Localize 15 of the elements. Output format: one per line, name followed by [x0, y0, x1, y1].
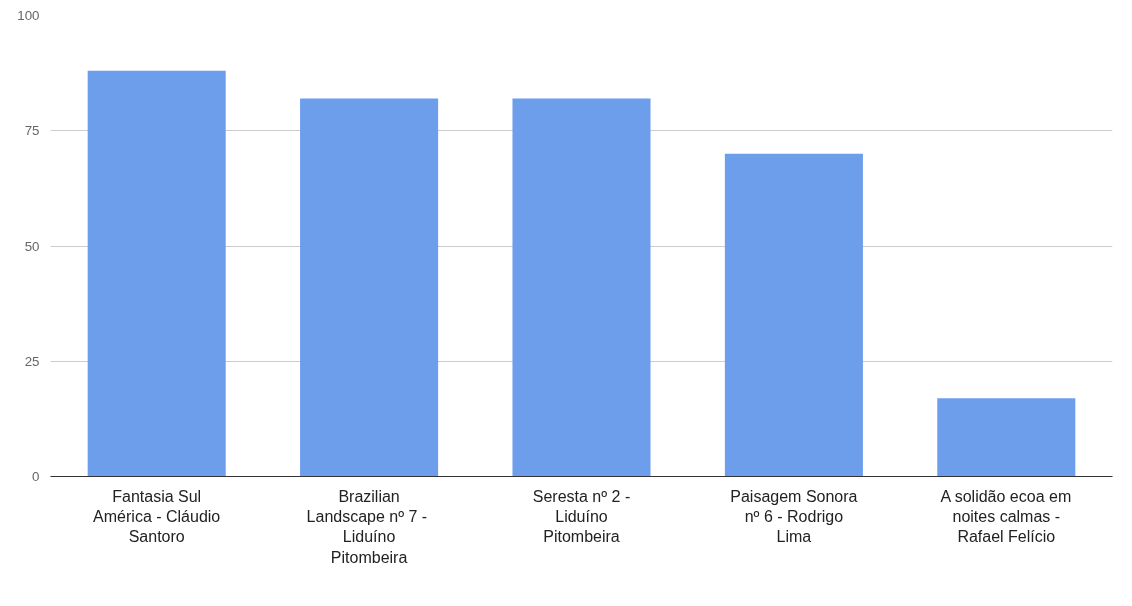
x-tick-label: Seresta nº 2 - Liduíno Pitombeira	[532, 487, 631, 546]
y-tick-label: 50	[24, 238, 40, 254]
x-tick-label: Paisagem Sonora nº 6 - Rodrigo Lima	[730, 487, 858, 546]
bar	[937, 398, 1076, 477]
x-tick-label: Brazilian Landscape nº 7 - Liduíno Pitombeira	[306, 487, 428, 566]
bar	[300, 98, 439, 477]
y-tick-label: 75	[24, 123, 40, 139]
y-tick-label: 100	[17, 8, 40, 23]
y-tick-label: 25	[24, 353, 40, 369]
x-tick-label: Fantasia Sul América - Cláudio Santoro	[93, 487, 221, 546]
bar	[512, 98, 651, 477]
y-tick-label: 0	[32, 469, 40, 484]
bar	[87, 70, 226, 477]
x-tick-label: A solidão ecoa em noites calmas - Rafael Felício	[940, 487, 1072, 546]
bar	[724, 153, 863, 477]
